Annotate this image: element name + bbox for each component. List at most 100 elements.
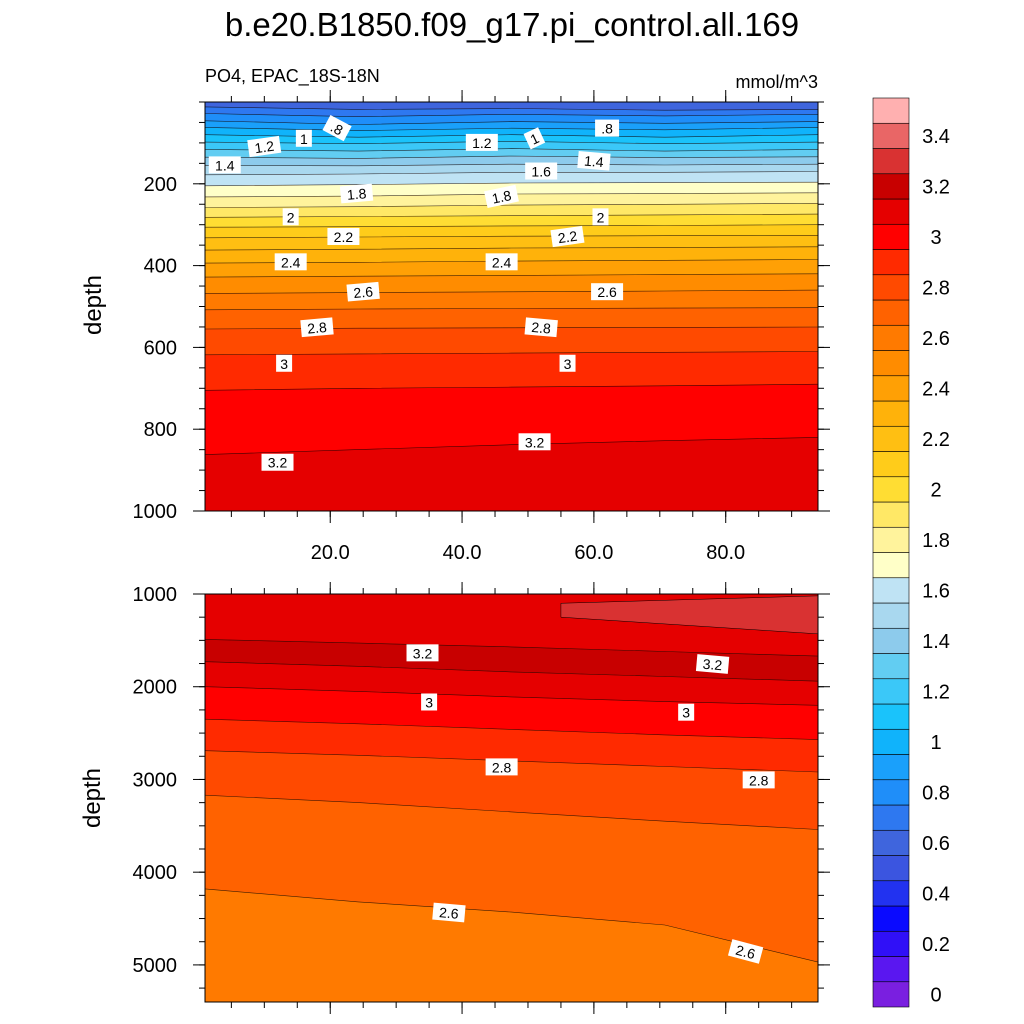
contour-label: 1 — [523, 127, 546, 150]
contour-label: 1.2 — [247, 135, 282, 158]
contour-band — [205, 750, 818, 830]
svg-text:1.4: 1.4 — [215, 157, 235, 173]
colorbar-swatch — [872, 880, 910, 907]
colorbar-tick-label: 1 — [930, 732, 941, 754]
colorbar-tick-label: 2 — [930, 479, 941, 501]
colorbar-swatch — [872, 148, 910, 175]
colorbar-tick-label: 1.2 — [922, 681, 950, 703]
y-tick-label: 1000 — [133, 584, 178, 606]
y-tick-label: 2000 — [133, 677, 178, 699]
contour-label: 1.8 — [339, 183, 374, 204]
contour-label: 2.6 — [727, 939, 764, 964]
contour-band — [205, 437, 818, 511]
colorbar-tick-label: 2.2 — [922, 429, 950, 451]
contour-band — [205, 639, 818, 682]
svg-text:2.6: 2.6 — [438, 904, 459, 922]
contour-line — [205, 661, 818, 682]
svg-text:2: 2 — [597, 209, 605, 225]
contour-label: 2 — [592, 208, 609, 226]
colorbar-swatch — [872, 779, 910, 806]
contour-label: 1.4 — [577, 150, 611, 171]
colorbar-tick-label: 3 — [930, 227, 941, 249]
contour-label: 2.8 — [742, 771, 775, 789]
svg-text:3: 3 — [682, 705, 690, 721]
contour-label: 3 — [559, 354, 576, 372]
contour-line — [205, 351, 818, 356]
contour-label: 2.8 — [524, 317, 558, 338]
contour-label: 3.2 — [406, 644, 439, 662]
contour-label: 2.4 — [485, 253, 518, 271]
colorbar-swatch — [872, 97, 910, 124]
colorbar-tick-label: 1.4 — [922, 631, 950, 653]
contour-band — [205, 148, 818, 159]
colorbar-swatch — [872, 855, 910, 882]
colorbar-swatch — [872, 122, 910, 149]
colorbar-swatch — [872, 678, 910, 705]
svg-text:2.2: 2.2 — [557, 228, 579, 247]
contour-band — [205, 113, 818, 125]
contour-line — [205, 113, 818, 118]
contour-line — [205, 171, 818, 176]
contour-label: 1.6 — [525, 162, 558, 180]
colorbar-tick-label: 1.8 — [922, 530, 950, 552]
svg-text:1.2: 1.2 — [254, 138, 276, 157]
contour-label: 2.8 — [300, 317, 334, 338]
contour-label: 2 — [282, 208, 299, 226]
contour-band — [205, 134, 818, 144]
contour-label: 2.2 — [327, 227, 360, 245]
contour-label: 1.2 — [465, 133, 498, 151]
contour-line — [205, 289, 818, 294]
svg-text:2.2: 2.2 — [334, 229, 354, 245]
contour-line — [205, 127, 818, 131]
colorbar-swatch — [872, 754, 910, 781]
contour-label: 2.6 — [591, 283, 624, 301]
y-tick-label: 5000 — [133, 955, 178, 977]
colorbar-swatch — [872, 299, 910, 326]
svg-text:3.2: 3.2 — [268, 455, 288, 471]
contour-label: 2.6 — [432, 902, 466, 923]
svg-text:2.6: 2.6 — [734, 942, 757, 963]
colorbar-tick-label: 3.4 — [922, 126, 950, 148]
contour-band — [205, 661, 818, 706]
svg-text:1: 1 — [300, 131, 308, 147]
svg-text:1.8: 1.8 — [346, 185, 367, 203]
contour-label: 2.2 — [550, 225, 585, 248]
colorbar-swatch — [872, 627, 910, 654]
y-tick-label: 600 — [144, 337, 177, 359]
contour-line — [205, 235, 818, 239]
colorbar: 3.4 3.2 3 2.8 2.6 2.4 2.2 2 1.8 1.6 1.4 1.2 1 0.8 0.6 0… — [872, 97, 950, 1008]
y-tick-label: 3000 — [133, 769, 178, 791]
colorbar-swatch — [872, 476, 910, 503]
y-tick-label: 200 — [144, 174, 177, 196]
contour-line — [205, 106, 818, 111]
lower-contour-panel: depth 3.2 3.2 3 3 2.8 2.8 2.6 2.6 1000 2000 3000 40… — [79, 582, 830, 1014]
contour-label: 1 — [295, 129, 312, 147]
colorbar-swatch — [872, 552, 910, 579]
contour-band — [205, 795, 818, 963]
contour-line — [205, 246, 818, 251]
upper-contour-panel: PO4, EPAC_18S-18N mmol/m^3 depth .8 1 1.2 1… — [80, 66, 830, 564]
contour-line — [205, 437, 818, 455]
colorbar-swatch — [872, 829, 910, 856]
colorbar-swatch — [872, 981, 910, 1008]
contour-label: .8 — [595, 119, 620, 137]
contour-label: 1.8 — [484, 184, 519, 209]
colorbar-swatch — [872, 173, 910, 200]
colorbar-swatch — [872, 223, 910, 250]
colorbar-swatch — [872, 501, 910, 528]
svg-text:3: 3 — [425, 694, 433, 710]
contour-line — [205, 307, 818, 311]
svg-text:3: 3 — [564, 356, 572, 372]
colorbar-tick-label: 2.6 — [922, 328, 950, 350]
colorbar-swatch — [872, 526, 910, 553]
colorbar-tick-label: 2.8 — [922, 277, 950, 299]
colorbar-swatch — [872, 703, 910, 730]
contour-label: 3.2 — [261, 453, 294, 471]
contour-line — [205, 155, 818, 159]
colorbar-tick-label: 0.4 — [922, 883, 950, 905]
contour-band — [205, 719, 818, 772]
svg-text:2: 2 — [287, 209, 295, 225]
colorbar-tick-label: 0.2 — [922, 934, 950, 956]
contour-line — [205, 224, 818, 228]
